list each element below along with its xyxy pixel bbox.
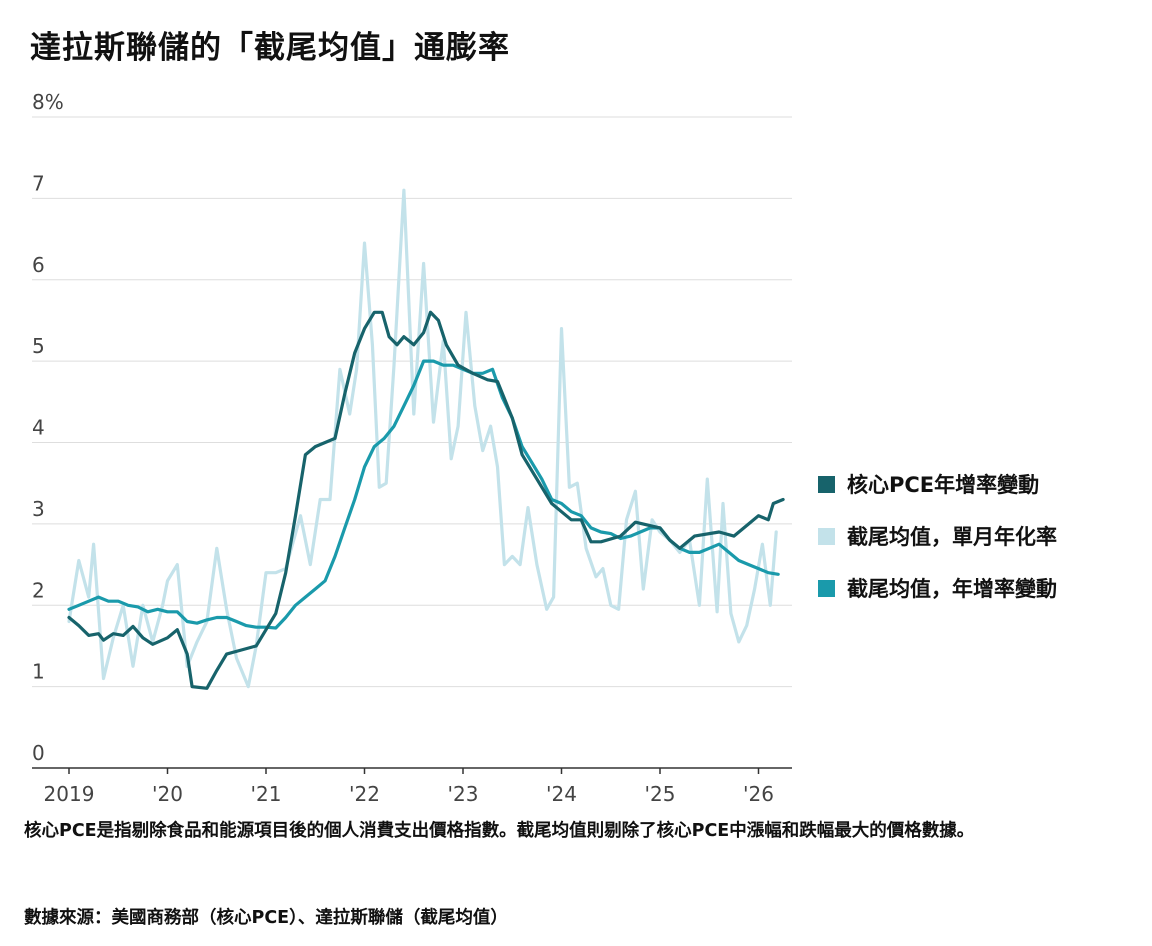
x-tick-label: '21 — [251, 782, 282, 806]
y-tick-label: 7 — [32, 171, 45, 195]
y-tick-label: 8% — [32, 90, 64, 114]
data-source: 數據來源：美國商務部（核心PCE）、達拉斯聯儲（截尾均值） — [24, 908, 508, 928]
legend-label-core-pce: 核心PCE年增率變動 — [847, 473, 1040, 497]
x-tick-label: '23 — [448, 782, 479, 806]
y-tick-label: 5 — [32, 334, 45, 358]
legend-item-trimmed-yearly: 截尾均值，年增率變動 — [818, 562, 1057, 614]
x-tick-label: '22 — [349, 782, 380, 806]
legend-swatch-core-pce — [818, 475, 835, 493]
legend-item-trimmed-monthly: 截尾均值，單月年化率 — [818, 510, 1057, 562]
y-tick-label: 1 — [32, 660, 45, 684]
legend-label-trimmed-monthly: 截尾均值，單月年化率 — [847, 525, 1057, 549]
x-tick-label: 2019 — [44, 782, 95, 806]
gridlines: 0 1 2 3 4 5 6 7 8% — [32, 90, 792, 765]
page-title: 達拉斯聯儲的「截尾均值」通膨率 — [30, 30, 510, 66]
legend-swatch-trimmed-yearly — [818, 579, 835, 597]
x-axis: 2019 '20 '21 '22 '23 '24 '25 '26 — [32, 767, 792, 806]
x-tick-label: '24 — [546, 782, 577, 806]
x-tick-label: '26 — [743, 782, 774, 806]
x-tick-label: '20 — [152, 782, 183, 806]
y-tick-label: 4 — [32, 416, 45, 440]
legend-item-core-pce: 核心PCE年增率變動 — [818, 458, 1057, 510]
y-tick-label: 0 — [32, 741, 45, 765]
x-tick-label: '25 — [645, 782, 676, 806]
series-line-0 — [67, 310, 785, 690]
y-tick-label: 2 — [32, 578, 45, 602]
y-tick-label: 3 — [32, 497, 45, 521]
series-line-2 — [67, 359, 780, 630]
line-chart: 0 1 2 3 4 5 6 7 8% 2019 '20 '21 '22 '23 '24 '25 '26 — [32, 90, 792, 806]
y-tick-label: 6 — [32, 253, 45, 277]
legend-label-trimmed-yearly: 截尾均值，年增率變動 — [847, 577, 1057, 601]
series-lines — [67, 188, 785, 690]
legend: 核心PCE年增率變動 截尾均值，單月年化率 截尾均值，年增率變動 — [818, 458, 1057, 614]
chart-footnote: 核心PCE是指剔除食品和能源項目後的個人消費支出價格指數。截尾均值則剔除了核心P… — [24, 821, 975, 841]
legend-swatch-trimmed-monthly — [818, 527, 835, 545]
